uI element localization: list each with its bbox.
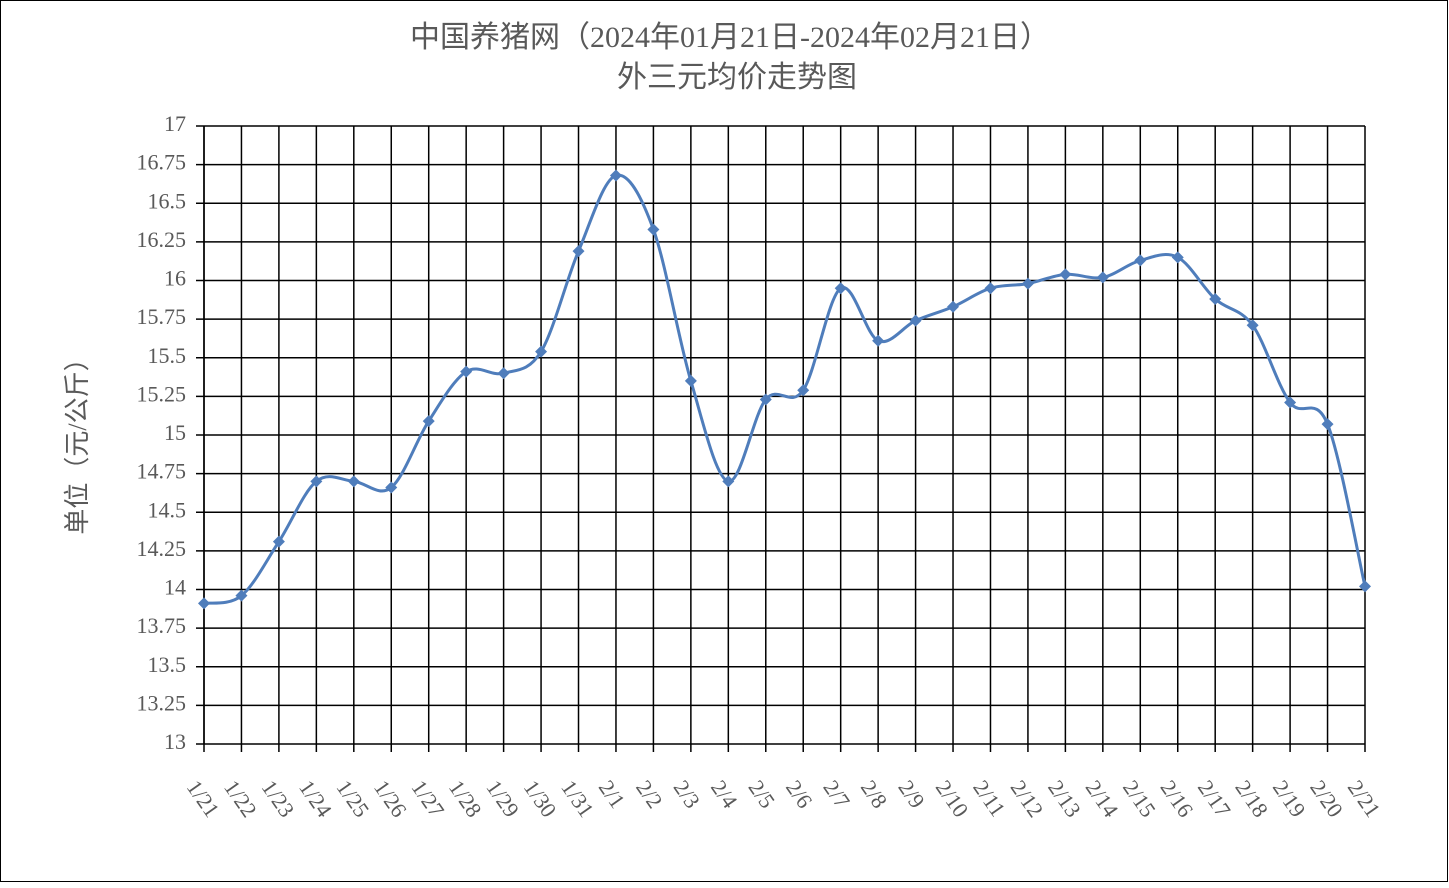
point-marker: [1284, 396, 1297, 409]
y-tick-label: 17: [164, 111, 186, 136]
point-marker: [497, 367, 510, 380]
chart-subtitle: 外三元均价走势图: [617, 61, 857, 94]
y-tick-label: 13.5: [148, 652, 187, 677]
y-tick-label: 15.25: [137, 381, 187, 406]
y-tick-label: 15: [164, 420, 186, 445]
point-marker: [1171, 251, 1184, 264]
y-tick-label: 14.25: [137, 536, 187, 561]
point-marker: [422, 415, 435, 428]
y-tick-label: 14: [164, 575, 186, 600]
point-marker: [1359, 580, 1371, 593]
y-tick-label: 16.25: [137, 227, 187, 252]
point-marker: [647, 223, 660, 236]
y-tick-label: 13.25: [137, 690, 187, 715]
point-marker: [872, 334, 885, 347]
point-marker: [310, 475, 323, 488]
y-tick-label: 16.75: [137, 150, 187, 175]
point-marker: [572, 245, 585, 258]
point-marker: [1246, 319, 1259, 332]
point-marker: [834, 282, 847, 295]
point-marker: [797, 384, 810, 397]
point-marker: [1096, 271, 1109, 284]
y-tick-label: 15.5: [148, 343, 187, 368]
point-marker: [272, 535, 285, 548]
point-marker: [1134, 254, 1147, 267]
point-marker: [535, 345, 548, 358]
point-marker: [1209, 293, 1222, 306]
y-tick-label: 16: [164, 266, 186, 291]
point-marker: [385, 481, 398, 494]
y-tick-label: 13.75: [137, 613, 187, 638]
point-marker: [1059, 268, 1072, 281]
y-tick-label: 16.5: [148, 188, 187, 213]
y-tick-label: 15.75: [137, 304, 187, 329]
y-axis-label: 单位（元/公斤）: [63, 345, 92, 534]
point-marker: [1321, 418, 1334, 431]
chart-title: 中国养猪网（2024年01月21日-2024年02月21日）: [410, 21, 1050, 54]
point-marker: [684, 374, 697, 387]
y-tick-label: 14.5: [148, 497, 187, 522]
point-marker: [460, 365, 473, 378]
y-tick-label: 13: [164, 729, 186, 754]
point-marker: [1021, 277, 1034, 290]
point-marker: [722, 475, 735, 488]
point-marker: [909, 314, 922, 327]
point-marker: [759, 393, 772, 406]
y-tick-label: 14.75: [137, 459, 187, 484]
point-marker: [947, 300, 960, 313]
point-marker: [984, 282, 997, 295]
point-marker: [235, 589, 248, 602]
point-marker: [198, 597, 210, 610]
point-marker: [347, 475, 360, 488]
point-marker: [609, 169, 622, 182]
